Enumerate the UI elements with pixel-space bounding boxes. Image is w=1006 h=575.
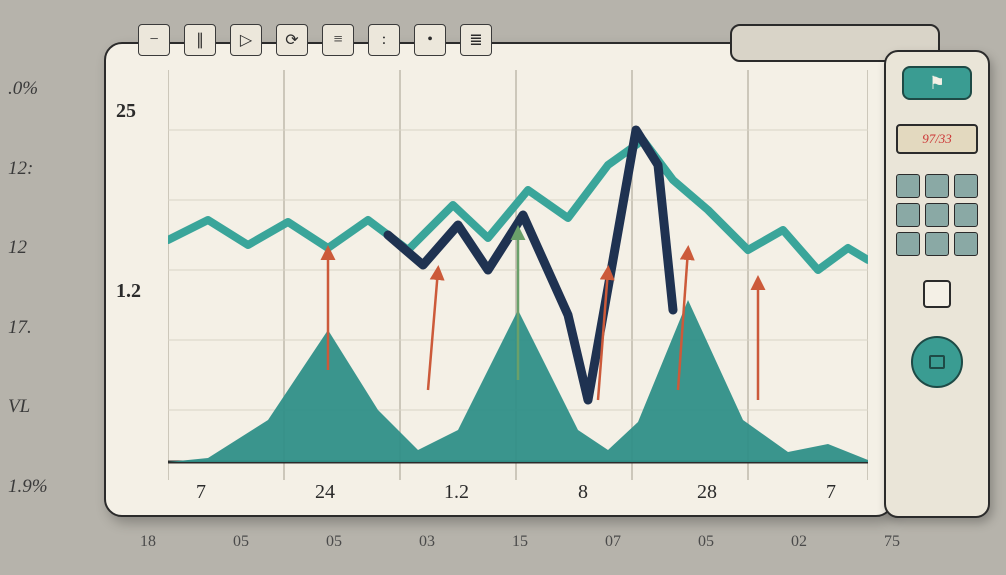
- inner-x-label: 7: [196, 481, 206, 505]
- chart-svg: [168, 70, 868, 480]
- outer-y-axis: .0% 12: 12 17. VL 1.9%: [8, 78, 78, 498]
- refresh-icon: ⟳: [285, 30, 298, 50]
- keypad-key[interactable]: [925, 203, 949, 227]
- play-icon: ▷: [240, 30, 252, 50]
- outer-x-label: 18: [140, 533, 156, 557]
- outer-y-label: 1.9%: [8, 476, 78, 498]
- toolbar: − ∥ ▷ ⟳ ≡ : • ≣: [138, 20, 492, 60]
- pause-button[interactable]: ∥: [184, 24, 216, 56]
- list-icon: ≡: [333, 31, 342, 49]
- separator-button[interactable]: :: [368, 24, 400, 56]
- stop-icon: [929, 355, 945, 369]
- inner-y-label: 1.2: [116, 280, 166, 303]
- keypad-key[interactable]: [896, 203, 920, 227]
- list-button[interactable]: ≡: [322, 24, 354, 56]
- keypad-key[interactable]: [925, 174, 949, 198]
- keypad-key[interactable]: [954, 174, 978, 198]
- inner-x-label: 7: [826, 481, 836, 505]
- numeric-display: 97/33: [896, 124, 978, 154]
- outer-x-axis: 18 05 05 03 15 07 05 02 75: [140, 533, 900, 557]
- minus-icon: −: [149, 31, 158, 49]
- outer-x-label: 03: [419, 533, 435, 557]
- outer-y-label: 12: [8, 237, 78, 259]
- outer-x-label: 05: [698, 533, 714, 557]
- outer-x-label: 15: [512, 533, 528, 557]
- inner-x-label: 28: [697, 481, 717, 505]
- refresh-button[interactable]: ⟳: [276, 24, 308, 56]
- outer-y-label: .0%: [8, 78, 78, 100]
- bars-button[interactable]: ≣: [460, 24, 492, 56]
- round-action-button[interactable]: [911, 336, 963, 388]
- outer-y-label: 17.: [8, 317, 78, 339]
- keypad-key[interactable]: [896, 174, 920, 198]
- play-button[interactable]: ▷: [230, 24, 262, 56]
- keypad-key[interactable]: [954, 232, 978, 256]
- aux-button[interactable]: [923, 280, 951, 308]
- outer-x-label: 02: [791, 533, 807, 557]
- flag-icon: ⚑: [929, 73, 945, 94]
- dot-button[interactable]: •: [414, 24, 446, 56]
- chart-card: − ∥ ▷ ⟳ ≡ : • ≣ 25 1.2 7 24 1.2 8 28 7: [104, 42, 894, 517]
- inner-x-axis: 7 24 1.2 8 28 7: [196, 481, 836, 505]
- outer-x-label: 05: [233, 533, 249, 557]
- sidebar-panel: ⚑ 97/33: [884, 50, 990, 518]
- inner-x-label: 8: [578, 481, 588, 505]
- bars-icon: ≣: [469, 30, 482, 50]
- separator-icon: :: [382, 31, 386, 49]
- outer-x-label: 07: [605, 533, 621, 557]
- keypad: [896, 174, 978, 256]
- inner-y-label: 25: [116, 100, 166, 123]
- outer-y-label: VL: [8, 396, 78, 418]
- chart-plot: [168, 70, 868, 480]
- flag-button[interactable]: ⚑: [902, 66, 972, 100]
- keypad-key[interactable]: [896, 232, 920, 256]
- dot-icon: •: [427, 31, 433, 49]
- inner-x-label: 24: [315, 481, 335, 505]
- pause-icon: ∥: [196, 30, 204, 50]
- outer-x-label: 05: [326, 533, 342, 557]
- outer-y-label: 12:: [8, 158, 78, 180]
- keypad-key[interactable]: [954, 203, 978, 227]
- inner-x-label: 1.2: [444, 481, 469, 505]
- keypad-key[interactable]: [925, 232, 949, 256]
- minus-button[interactable]: −: [138, 24, 170, 56]
- outer-x-label: 75: [884, 533, 900, 557]
- inner-y-axis: 25 1.2: [116, 100, 166, 460]
